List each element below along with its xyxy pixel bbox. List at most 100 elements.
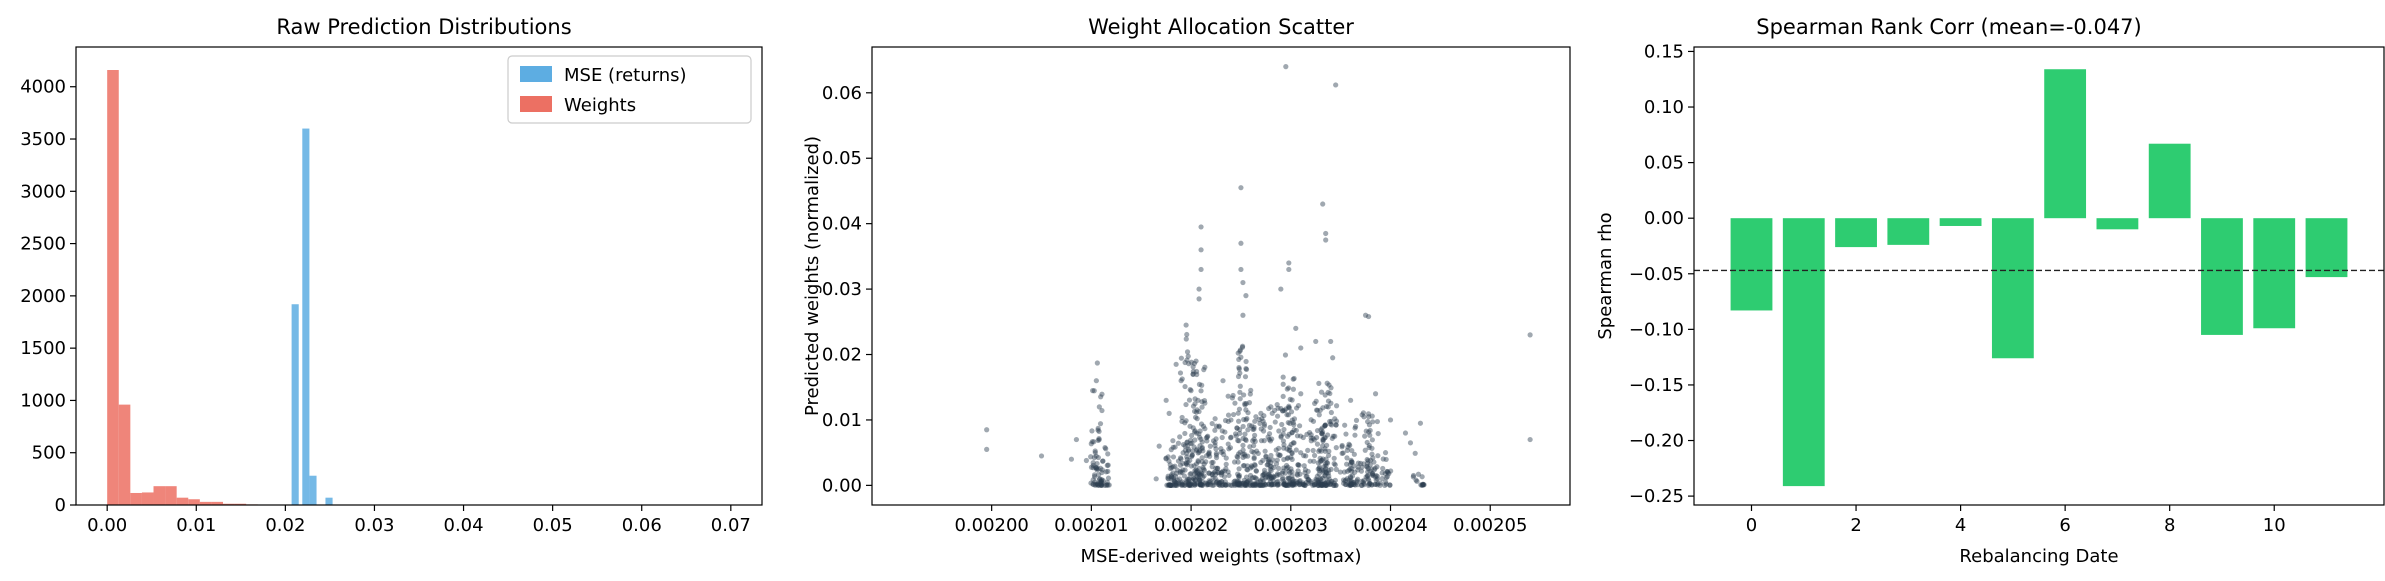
scatter-point (1312, 482, 1318, 488)
scatter-point (1370, 455, 1376, 461)
scatter-point (1318, 477, 1324, 483)
scatter-point (1240, 447, 1246, 453)
scatter-point (1352, 469, 1358, 475)
bar-ytick-label: −0.25 (1629, 486, 1684, 507)
scatter-point (1221, 481, 1227, 488)
scatter-point (1197, 480, 1203, 486)
scatter-point (1099, 467, 1105, 473)
scatter-point (1090, 462, 1096, 469)
scatter-point (1348, 475, 1354, 481)
scatter-point (1331, 482, 1337, 488)
scatter-point (1175, 458, 1182, 464)
histogram-bar-weights-11 (234, 503, 247, 505)
scatter-point (1095, 454, 1101, 461)
scatter-point (1344, 476, 1350, 482)
scatter-point (1324, 442, 1330, 448)
scatter-point (1261, 423, 1267, 429)
scatter-point (1347, 482, 1353, 488)
scatter-point (1240, 480, 1246, 486)
scatter-point (1286, 447, 1292, 454)
scatter-point (1213, 450, 1220, 457)
scatter-point (1073, 436, 1080, 443)
scatter-point (1235, 482, 1241, 488)
scatter-point (1317, 447, 1323, 453)
scatter-point (1322, 434, 1328, 441)
scatter-point (1260, 428, 1267, 434)
scatter-point (1290, 376, 1296, 382)
histogram-title: Raw Prediction Distributions (276, 15, 571, 39)
scatter-point (1285, 482, 1291, 488)
scatter-point (1196, 475, 1202, 481)
scatter-point (1227, 445, 1234, 451)
scatter-point (1313, 481, 1319, 487)
scatter-point (1220, 448, 1226, 455)
histogram-bar-weights-3 (141, 492, 154, 505)
scatter-point (1387, 482, 1393, 488)
legend-weights-swatch (520, 96, 552, 112)
scatter-point (1313, 398, 1319, 404)
scatter-point (1200, 464, 1206, 471)
scatter-point (1257, 478, 1263, 485)
scatter-point (1099, 477, 1105, 483)
histogram-axes: 0.00 0.01 0.02 0.03 0.04 0.05 0.06 0.07 0 500 1000… (20, 77, 751, 536)
scatter-point (1323, 237, 1329, 243)
scatter-point (1285, 476, 1291, 482)
scatter-point (1291, 481, 1297, 487)
scatter-point (1242, 481, 1249, 488)
scatter-point (1174, 480, 1180, 486)
scatter-point (1182, 482, 1188, 488)
scatter-point (1358, 482, 1365, 488)
scatter-point (1327, 390, 1333, 397)
histogram-panel: Raw Prediction Distributions 0.00 0.01 0.0… (20, 15, 763, 536)
scatter-point (1227, 435, 1234, 441)
scatter-point (1165, 482, 1171, 488)
scatter-point (1219, 482, 1226, 488)
scatter-point (1241, 477, 1247, 483)
scatter-xtick-label: 0.00203 (1254, 515, 1328, 536)
scatter-point (1235, 410, 1241, 416)
scatter-point (1097, 481, 1103, 487)
scatter-point (1092, 450, 1098, 456)
scatter-point (1288, 481, 1295, 487)
scatter-point (1364, 439, 1370, 446)
scatter-point (1198, 388, 1204, 394)
scatter-point (1179, 482, 1185, 488)
scatter-point (1187, 457, 1193, 463)
scatter-point (1268, 460, 1274, 466)
scatter-point (1273, 447, 1279, 453)
scatter-point (1096, 472, 1102, 478)
scatter-point (1278, 405, 1284, 412)
scatter-point (1330, 433, 1336, 439)
scatter-point (1325, 480, 1331, 486)
scatter-point (1222, 482, 1229, 488)
scatter-point (1387, 482, 1393, 488)
scatter-point (1288, 441, 1294, 448)
scatter-point (1349, 459, 1355, 465)
scatter-point (1263, 474, 1269, 480)
scatter-point (1365, 476, 1371, 482)
scatter-point (1285, 412, 1292, 418)
scatter-point (1362, 447, 1368, 453)
scatter-point (1274, 472, 1280, 478)
scatter-point (1232, 482, 1238, 488)
scatter-point (1170, 454, 1177, 460)
scatter-point (1353, 417, 1360, 423)
scatter-point (1167, 482, 1174, 488)
scatter-point (1238, 185, 1244, 191)
scatter-point (1257, 482, 1263, 488)
scatter-point (1187, 386, 1193, 393)
scatter-point (1184, 462, 1190, 468)
scatter-point (1181, 473, 1187, 479)
scatter-point (1095, 481, 1101, 487)
scatter-point (1165, 473, 1171, 479)
scatter-point (1329, 422, 1335, 428)
scatter-point (1223, 482, 1229, 488)
scatter-point (1333, 482, 1339, 488)
scatter-point (1197, 477, 1203, 483)
scatter-point (1253, 480, 1259, 487)
histogram-legend: MSE (returns) Weights (507, 55, 752, 124)
scatter-point (1196, 472, 1202, 478)
scatter-point (1222, 479, 1228, 485)
scatter-point (1281, 480, 1287, 487)
